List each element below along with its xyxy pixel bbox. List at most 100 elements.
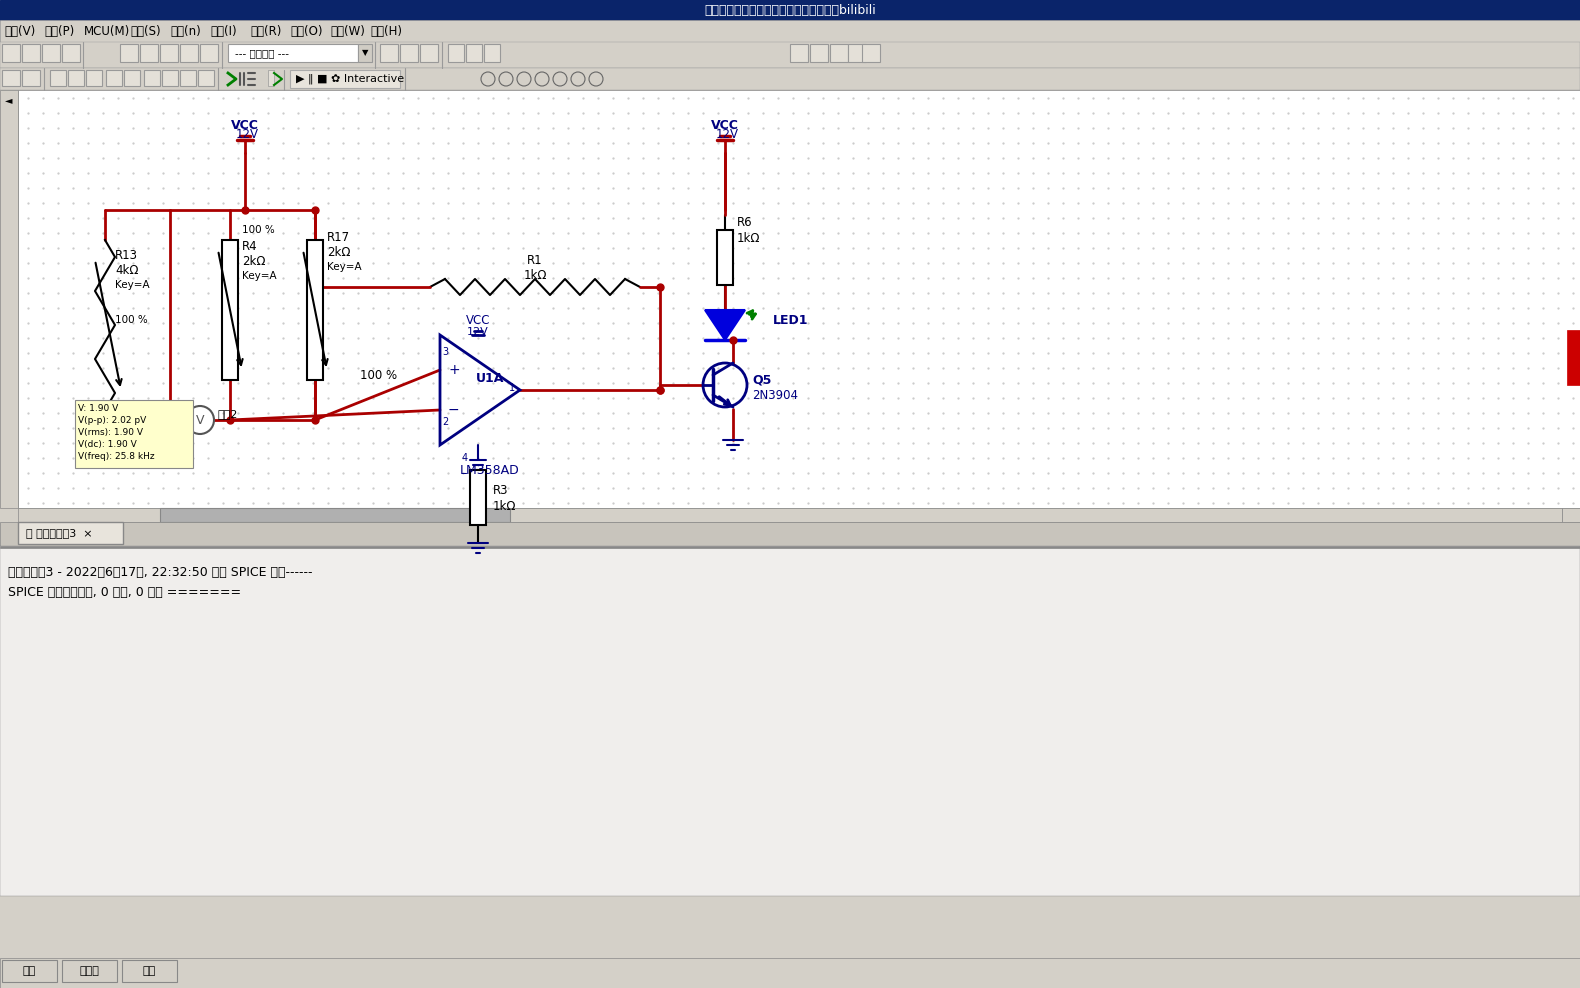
Bar bbox=[43, 44, 60, 62]
Bar bbox=[0, 20, 1580, 42]
Bar bbox=[2, 44, 21, 62]
Bar bbox=[811, 44, 828, 62]
Text: ▶ ‖ ■ ✿ Interactive: ▶ ‖ ■ ✿ Interactive bbox=[295, 74, 404, 84]
Text: Key=A: Key=A bbox=[327, 262, 362, 272]
Text: LED1: LED1 bbox=[773, 313, 809, 326]
Text: 2N3904: 2N3904 bbox=[752, 388, 798, 401]
Text: 1kΩ: 1kΩ bbox=[736, 231, 760, 244]
Bar bbox=[848, 44, 866, 62]
Text: Key=A: Key=A bbox=[242, 271, 276, 281]
Polygon shape bbox=[705, 310, 746, 340]
Bar bbox=[2, 70, 21, 86]
Bar bbox=[163, 70, 179, 86]
Text: SPICE 网表检查完毕, 0 错误, 0 警告 =======: SPICE 网表检查完毕, 0 错误, 0 警告 ======= bbox=[8, 586, 242, 599]
Text: V(freq): 25.8 kHz: V(freq): 25.8 kHz bbox=[77, 452, 155, 460]
Bar bbox=[469, 470, 487, 525]
Bar bbox=[62, 960, 117, 982]
Text: LM358AD: LM358AD bbox=[460, 463, 520, 476]
Text: 2kΩ: 2kΩ bbox=[327, 245, 351, 259]
Bar bbox=[62, 44, 81, 62]
Text: Q5: Q5 bbox=[752, 373, 771, 386]
Bar bbox=[180, 70, 196, 86]
Bar bbox=[228, 44, 359, 62]
Bar bbox=[359, 44, 371, 62]
Text: V(rms): 1.90 V: V(rms): 1.90 V bbox=[77, 428, 144, 437]
Text: V: V bbox=[196, 414, 204, 427]
Text: 视图(V): 视图(V) bbox=[5, 25, 35, 38]
Text: V: 1.90 V: V: 1.90 V bbox=[77, 403, 118, 413]
Text: 100 %: 100 % bbox=[115, 315, 149, 325]
Text: 报告(R): 报告(R) bbox=[251, 25, 283, 38]
Text: R3: R3 bbox=[493, 483, 509, 497]
Text: VCC: VCC bbox=[466, 313, 490, 326]
Bar bbox=[120, 44, 137, 62]
Text: 數鍵層: 數鍵層 bbox=[79, 966, 100, 976]
Bar bbox=[51, 70, 66, 86]
Text: 帮助(H): 帮助(H) bbox=[371, 25, 403, 38]
Text: R13: R13 bbox=[115, 249, 137, 262]
Text: 12V: 12V bbox=[235, 127, 259, 140]
Bar bbox=[863, 44, 880, 62]
Bar bbox=[449, 44, 465, 62]
Text: V(dc): 1.90 V: V(dc): 1.90 V bbox=[77, 440, 137, 449]
Bar bbox=[17, 508, 1563, 522]
Bar bbox=[0, 42, 1580, 68]
Bar bbox=[466, 44, 482, 62]
Bar bbox=[160, 44, 179, 62]
Bar bbox=[201, 44, 218, 62]
Bar bbox=[420, 44, 438, 62]
Text: 1: 1 bbox=[509, 383, 515, 393]
Bar bbox=[1563, 508, 1580, 522]
Text: V(p-p): 2.02 pV: V(p-p): 2.02 pV bbox=[77, 416, 147, 425]
Bar bbox=[2, 960, 57, 982]
Text: 仿真: 仿真 bbox=[142, 966, 155, 976]
Bar bbox=[717, 230, 733, 285]
Text: MCU(M): MCU(M) bbox=[84, 25, 130, 38]
Text: U1A: U1A bbox=[476, 371, 504, 384]
Text: R4: R4 bbox=[242, 239, 258, 253]
Bar bbox=[160, 508, 510, 522]
Circle shape bbox=[186, 406, 213, 434]
Text: R17: R17 bbox=[327, 230, 351, 243]
Text: 器件: 器件 bbox=[22, 966, 36, 976]
Text: 12V: 12V bbox=[716, 127, 738, 140]
Bar bbox=[269, 70, 273, 86]
Bar bbox=[123, 70, 141, 86]
Text: VCC: VCC bbox=[711, 119, 739, 131]
Text: R6: R6 bbox=[736, 215, 752, 228]
Bar bbox=[141, 44, 158, 62]
Bar bbox=[307, 240, 322, 380]
Bar bbox=[180, 44, 198, 62]
Bar bbox=[381, 44, 398, 62]
Text: 探针2: 探针2 bbox=[216, 409, 237, 419]
Bar bbox=[68, 70, 84, 86]
Text: 转移(n): 转移(n) bbox=[171, 25, 202, 38]
Bar bbox=[0, 546, 1580, 896]
Text: VCC: VCC bbox=[231, 119, 259, 131]
Bar bbox=[0, 522, 1580, 546]
Bar bbox=[22, 70, 40, 86]
Text: 选项(O): 选项(O) bbox=[291, 25, 324, 38]
Bar bbox=[830, 44, 848, 62]
Text: R1: R1 bbox=[528, 254, 544, 267]
Bar bbox=[106, 70, 122, 86]
Text: 1kΩ: 1kΩ bbox=[523, 269, 547, 282]
Text: 2kΩ: 2kΩ bbox=[242, 255, 265, 268]
Bar bbox=[483, 44, 499, 62]
Bar bbox=[0, 90, 17, 508]
Bar bbox=[0, 68, 1580, 90]
Text: 4kΩ: 4kΩ bbox=[115, 264, 139, 277]
Bar bbox=[198, 70, 213, 86]
Bar bbox=[17, 90, 1580, 508]
Text: 4: 4 bbox=[461, 453, 468, 463]
Text: +: + bbox=[449, 363, 460, 377]
Bar bbox=[0, 958, 1580, 988]
Text: 2: 2 bbox=[442, 417, 449, 427]
Bar bbox=[291, 70, 400, 88]
Text: --- 在用列表 ---: --- 在用列表 --- bbox=[235, 48, 289, 58]
Bar bbox=[400, 44, 419, 62]
Text: 窗口(W): 窗口(W) bbox=[330, 25, 365, 38]
Bar bbox=[85, 70, 103, 86]
Text: 🗋 温度报警器3  ×: 🗋 温度报警器3 × bbox=[25, 528, 93, 538]
Bar bbox=[0, 0, 1580, 20]
